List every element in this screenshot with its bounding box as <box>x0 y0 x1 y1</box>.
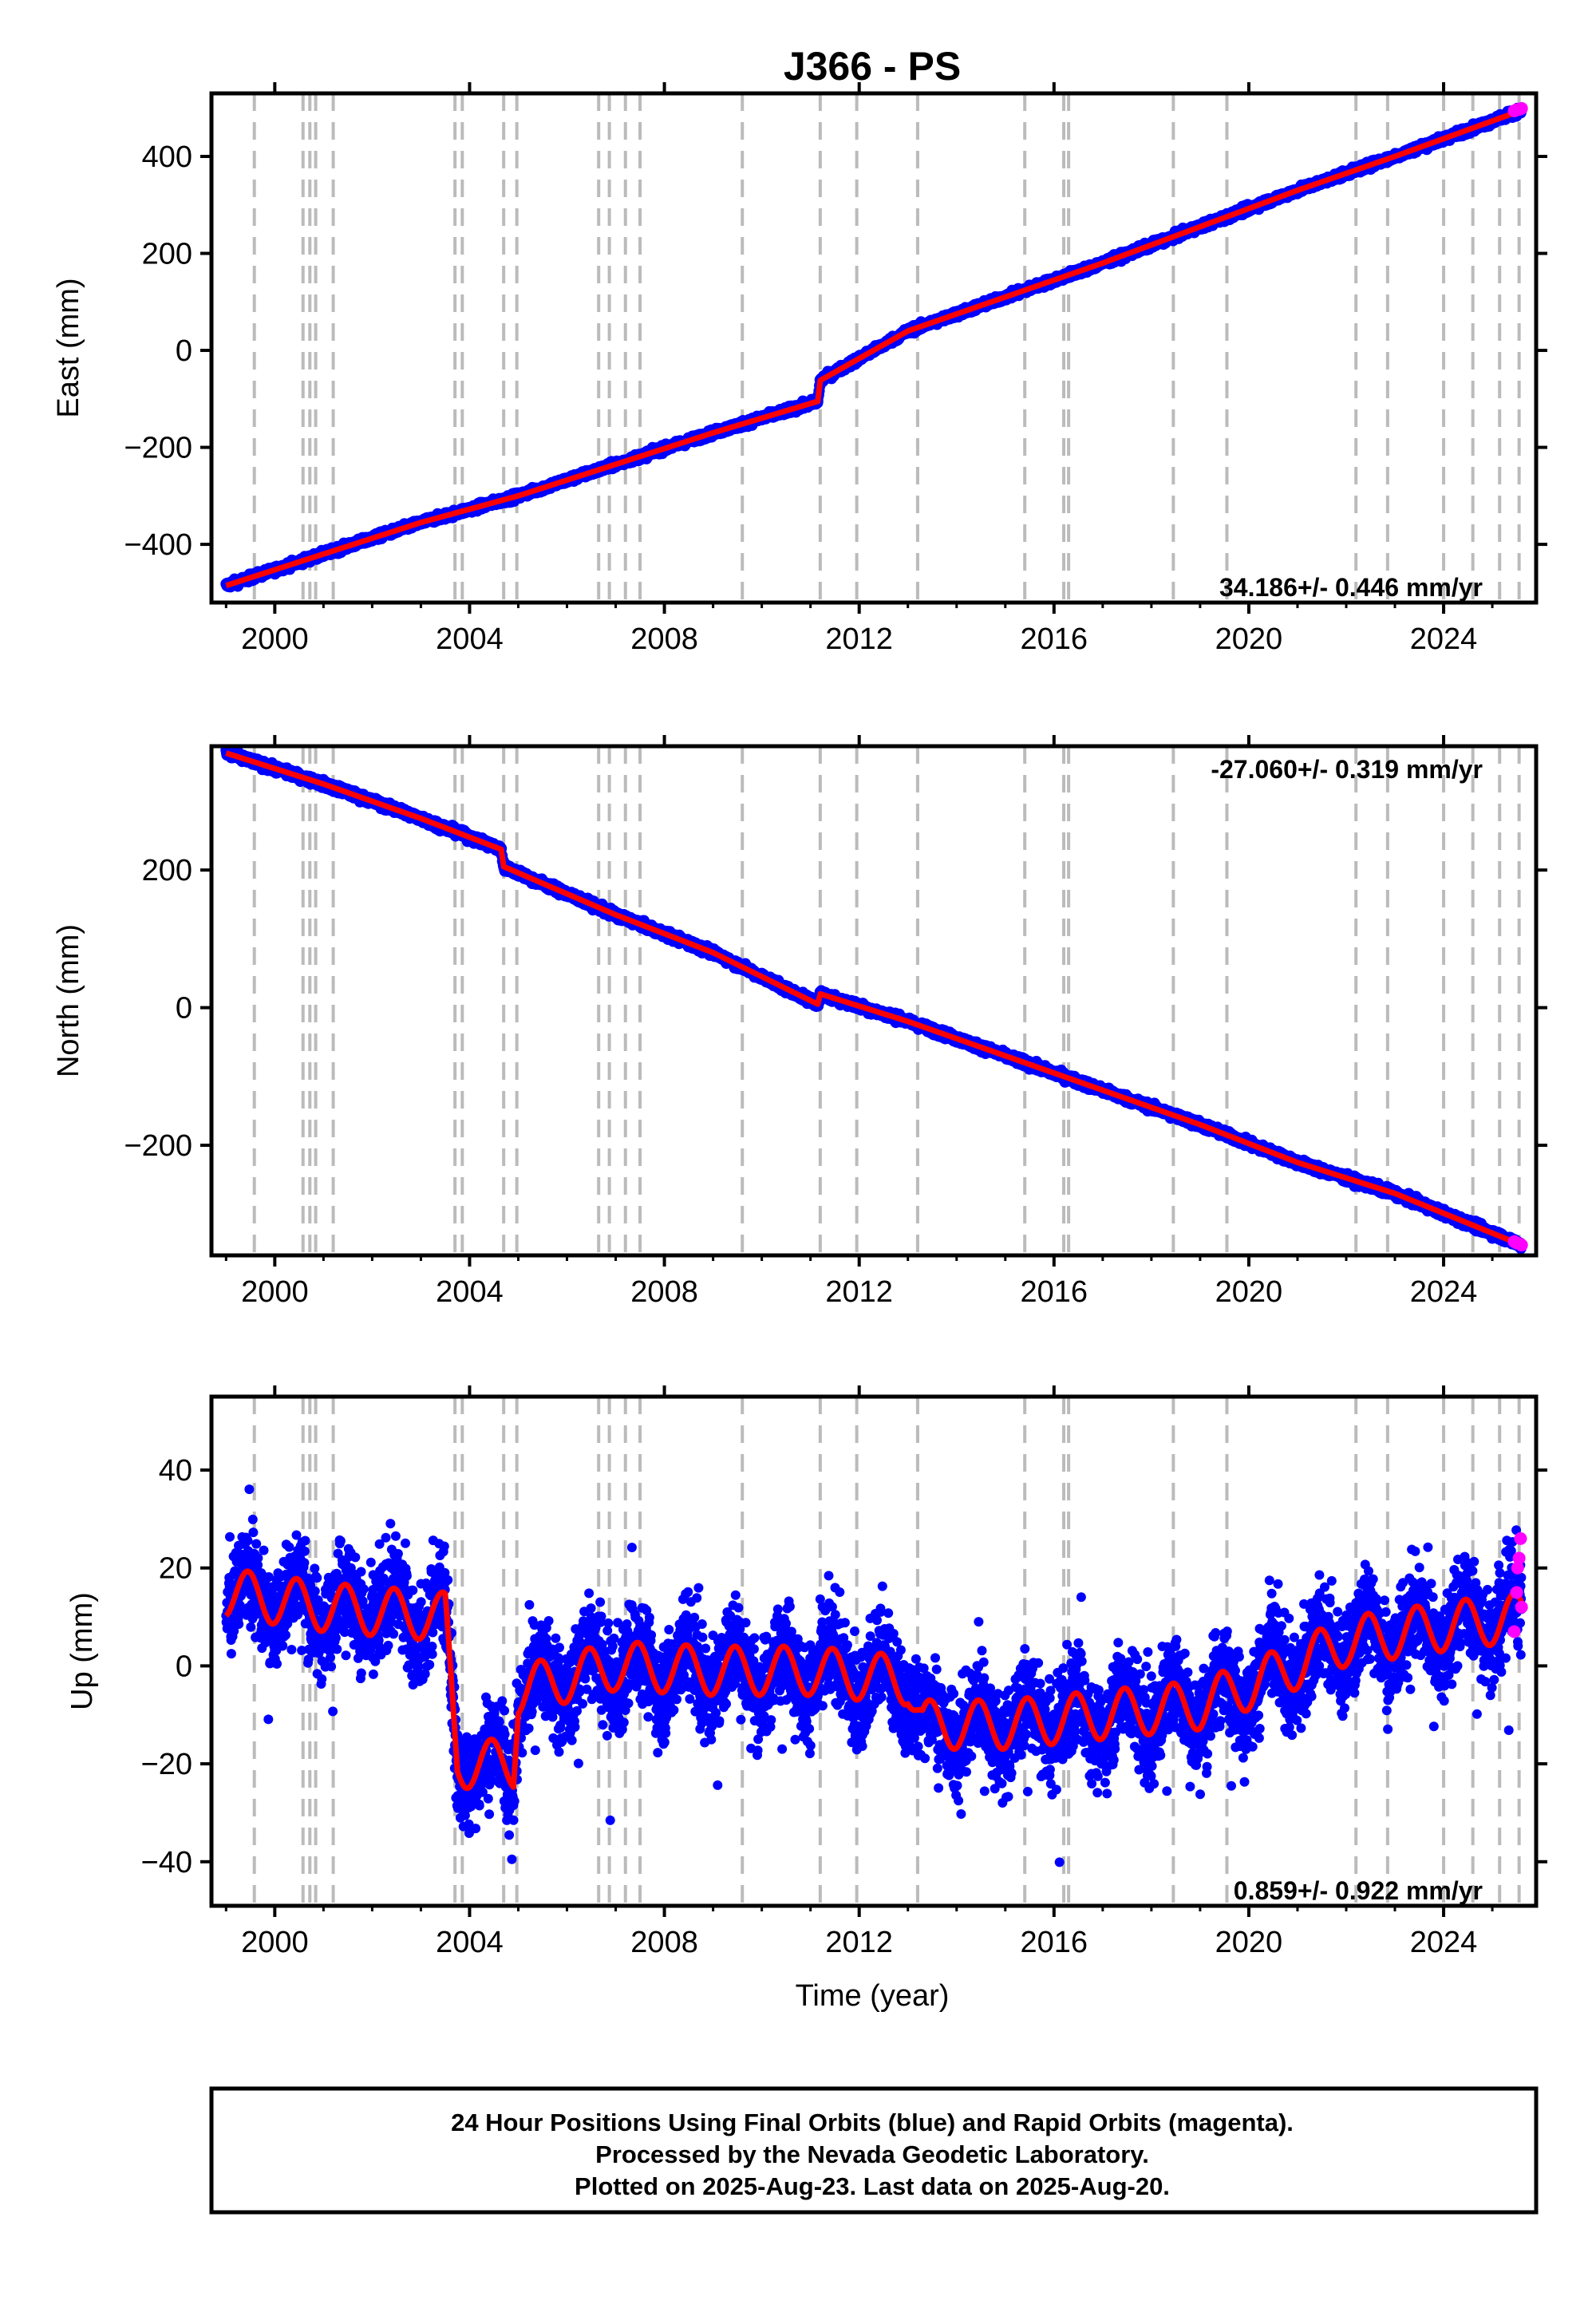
x-tick-label: 2012 <box>825 622 893 656</box>
x-tick-label: 2008 <box>630 622 698 656</box>
y-tick-label: 200 <box>142 854 192 887</box>
x-tick-label: 2004 <box>436 622 504 656</box>
x-tick-label: 2000 <box>241 622 309 656</box>
figure-title: J366 - PS <box>784 44 961 89</box>
y-tick-label: −200 <box>124 432 192 465</box>
y-tick-label: 200 <box>142 238 192 271</box>
x-tick-label: 2020 <box>1215 622 1283 656</box>
y-tick-label: 0 <box>176 992 192 1026</box>
x-tick-label: 2004 <box>436 1275 504 1309</box>
x-tick-label: 2020 <box>1215 1275 1283 1309</box>
y-tick-label: −400 <box>124 528 192 562</box>
east-ylabel: East (mm) <box>52 278 85 417</box>
east-panel: 2000 2004 2008 2012 2016 2020 2024 −400 −200 0 200… <box>52 82 1547 656</box>
x-tick-label: 2000 <box>241 1275 309 1309</box>
y-tick-label: −200 <box>124 1129 192 1163</box>
east-rate-label: 34.186+/- 0.446 mm/yr <box>1219 573 1483 602</box>
y-tick-label: 400 <box>142 140 192 174</box>
x-tick-label: 2016 <box>1021 1275 1088 1309</box>
x-tick-label: 2024 <box>1410 622 1478 656</box>
x-tick-label: 2024 <box>1410 1275 1478 1309</box>
y-tick-label: 0 <box>176 334 192 368</box>
east-axis-ticks: 2000 2004 2008 2012 2016 2020 2024 −400 −200 0 200… <box>124 82 1547 656</box>
x-tick-label: 2016 <box>1021 622 1088 656</box>
x-tick-label: 2008 <box>630 1275 698 1309</box>
x-tick-label: 2012 <box>825 1275 893 1309</box>
rapid-point <box>1515 101 1528 115</box>
